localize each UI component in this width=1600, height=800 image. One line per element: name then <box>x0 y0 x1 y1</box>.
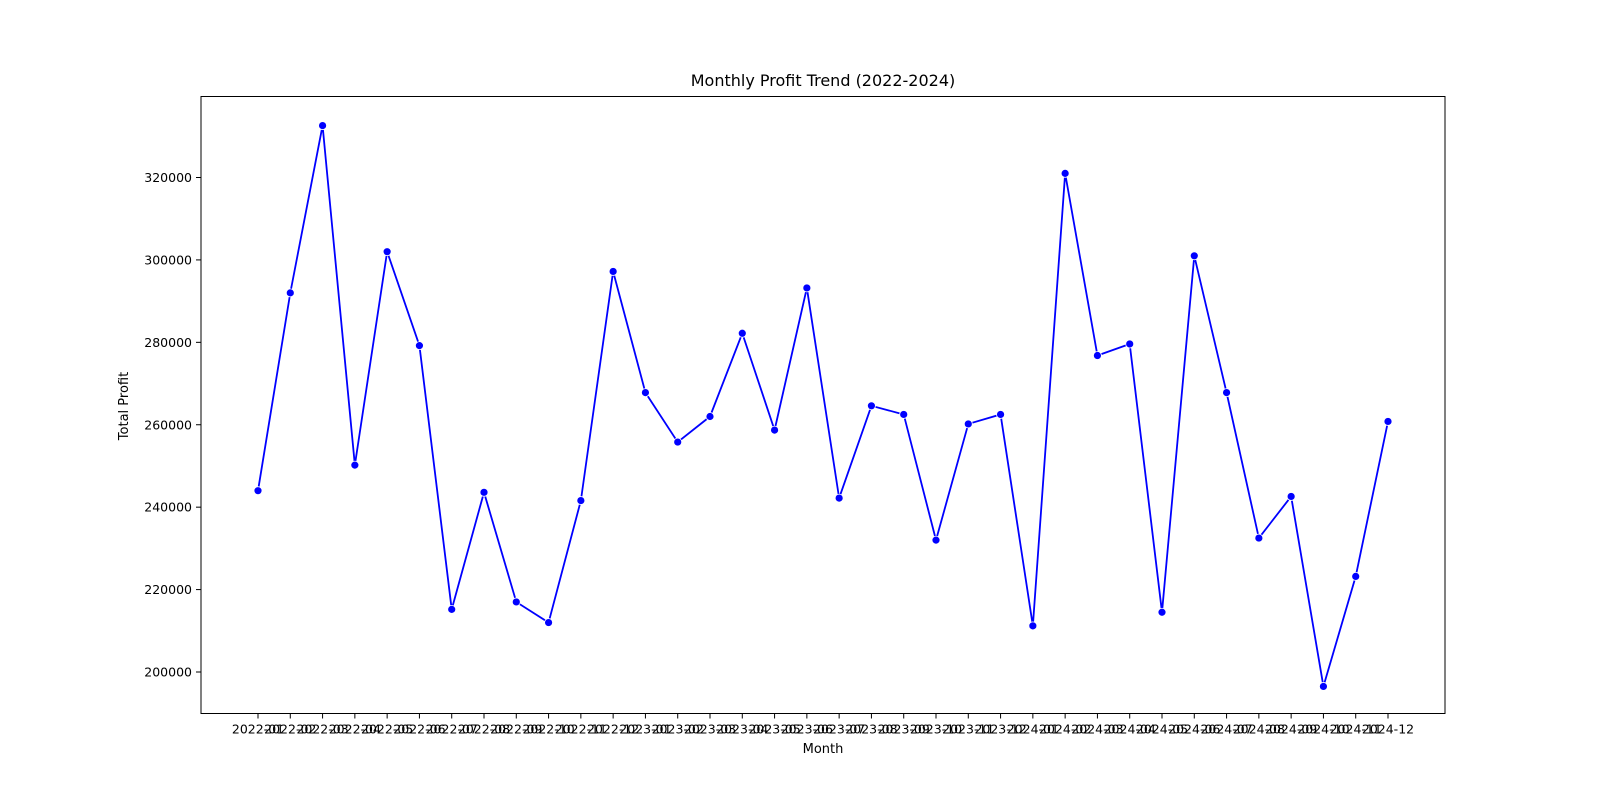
data-point <box>1157 607 1167 617</box>
x-tick-label: 2024-03 <box>1071 722 1123 737</box>
data-point <box>931 535 941 545</box>
x-tick-label: 2024-01 <box>1007 722 1059 737</box>
x-tick-label: 2022-09 <box>490 722 542 737</box>
x-tick-label: 2023-12 <box>974 722 1026 737</box>
x-tick-label: 2022-04 <box>329 722 381 737</box>
series-layer <box>253 121 1393 691</box>
data-point <box>350 460 360 470</box>
x-tick-label: 2023-07 <box>813 722 865 737</box>
data-point <box>1286 492 1296 501</box>
data-point <box>673 437 683 447</box>
y-tick-label: 280000 <box>144 335 192 350</box>
data-point <box>544 618 553 627</box>
x-tick-label: 2024-12 <box>1362 722 1414 737</box>
data-point <box>1222 388 1231 398</box>
x-tick-label: 2023-10 <box>910 722 962 737</box>
x-tick-label: 2023-01 <box>619 722 671 737</box>
x-tick-label: 2024-11 <box>1330 722 1382 737</box>
x-tick-label: 2023-11 <box>942 722 994 737</box>
data-point <box>1093 351 1102 360</box>
series-line <box>257 125 1389 687</box>
data-point <box>479 487 489 497</box>
data-point <box>737 328 747 338</box>
data-point <box>1060 168 1070 178</box>
data-point <box>1028 621 1038 631</box>
x-tick-label: 2023-06 <box>781 722 833 737</box>
x-tick-label: 2023-03 <box>684 722 736 737</box>
x-tick-label: 2023-02 <box>652 722 704 737</box>
x-tick-label: 2022-06 <box>393 722 445 737</box>
y-tick-label: 220000 <box>144 582 192 597</box>
data-point <box>576 496 586 505</box>
data-point <box>867 401 876 411</box>
data-point <box>511 597 521 607</box>
x-tick-label: 2024-07 <box>1200 722 1252 737</box>
x-tick-label: 2022-07 <box>426 722 478 737</box>
x-axis-label: Month <box>803 742 844 757</box>
x-tick-label: 2022-01 <box>232 722 284 737</box>
data-point <box>608 267 618 276</box>
x-tick-label: 2022-03 <box>296 722 348 737</box>
chart-title: Monthly Profit Trend (2022-2024) <box>691 71 956 90</box>
data-point <box>447 604 457 614</box>
data-point <box>834 493 844 503</box>
x-tick-label: 2024-04 <box>1104 722 1156 737</box>
data-point <box>899 410 909 419</box>
y-axis: 200000 220000 240000 260000 280000 300000 3200… <box>144 170 201 680</box>
data-point <box>382 247 392 257</box>
x-tick-label: 2023-08 <box>845 722 897 737</box>
y-tick-label: 260000 <box>144 417 192 432</box>
x-axis: 2022-012022-022022-032022-042022-052022-… <box>232 713 1414 737</box>
data-point <box>802 283 812 293</box>
y-tick-label: 320000 <box>144 170 192 185</box>
y-tick-label: 240000 <box>144 500 192 515</box>
data-point <box>285 288 295 298</box>
y-tick-label: 300000 <box>144 252 192 267</box>
x-tick-label: 2024-10 <box>1297 722 1349 737</box>
data-point <box>1254 533 1264 543</box>
y-tick-label: 200000 <box>144 665 192 680</box>
data-point <box>1189 251 1199 261</box>
x-tick-label: 2024-08 <box>1233 722 1285 737</box>
data-point <box>641 388 650 398</box>
x-tick-label: 2024-09 <box>1265 722 1317 737</box>
data-point <box>770 425 779 435</box>
data-point <box>1351 571 1361 581</box>
y-axis-label: Total Profit <box>117 372 132 441</box>
x-tick-label: 2022-05 <box>361 722 413 737</box>
x-tick-label: 2022-12 <box>587 722 639 737</box>
x-tick-label: 2022-11 <box>555 722 607 737</box>
x-tick-label: 2024-02 <box>1039 722 1091 737</box>
data-point <box>1319 682 1328 691</box>
plot-frame <box>200 96 1446 714</box>
x-tick-label: 2022-10 <box>522 722 574 737</box>
data-point <box>1125 339 1135 349</box>
x-tick-label: 2024-05 <box>1136 722 1188 737</box>
data-point <box>705 412 715 421</box>
x-tick-label: 2023-09 <box>878 722 930 737</box>
data-point <box>318 121 327 130</box>
data-point <box>1383 417 1393 426</box>
x-tick-label: 2022-08 <box>458 722 510 737</box>
x-tick-label: 2023-05 <box>748 722 800 737</box>
data-point <box>963 419 973 429</box>
data-point <box>253 486 263 496</box>
x-tick-label: 2024-06 <box>1168 722 1220 737</box>
data-point <box>996 410 1005 419</box>
x-tick-label: 2023-04 <box>716 722 768 737</box>
data-point <box>415 341 424 351</box>
x-tick-label: 2022-02 <box>264 722 316 737</box>
